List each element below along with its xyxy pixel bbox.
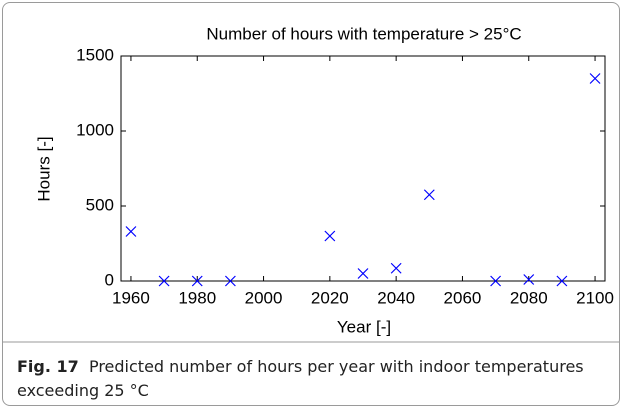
x-axis-label: Year [-]	[337, 317, 391, 336]
x-tick-label: 2060	[444, 288, 482, 307]
chart: Number of hours with temperature > 25°C …	[3, 24, 619, 343]
chart-title: Number of hours with temperature > 25°C	[206, 24, 521, 43]
caption-text: Predicted number of hours per year with …	[17, 357, 584, 400]
marker	[523, 274, 535, 285]
x-tick-label: 1960	[112, 288, 150, 307]
y-tick-label: 1000	[76, 120, 114, 139]
x-tick-label: 1980	[178, 288, 216, 307]
marker	[390, 262, 402, 274]
marker	[357, 268, 369, 279]
y-tick-label: 0	[105, 270, 114, 289]
caption: Fig. 17 Predicted number of hours per ye…	[17, 355, 607, 403]
x-tick-label: 2020	[311, 288, 349, 307]
x-tick-label: 2040	[377, 288, 415, 307]
plot-area	[120, 55, 606, 282]
marker	[125, 226, 137, 237]
y-axis-label: Hours [-]	[34, 136, 53, 201]
marker	[490, 275, 502, 287]
marker	[158, 275, 170, 287]
marker	[224, 275, 236, 287]
y-tick-label: 500	[86, 195, 114, 214]
marker	[191, 275, 203, 287]
caption-label: Fig. 17	[17, 357, 79, 376]
x-tick-label: 2080	[510, 288, 548, 307]
marker	[556, 275, 568, 287]
x-tick-label: 2000	[245, 288, 283, 307]
figure-frame: Number of hours with temperature > 25°C …	[2, 2, 620, 406]
marker	[423, 189, 435, 201]
x-tick-label: 2100	[576, 288, 614, 307]
marker	[324, 230, 336, 242]
marker	[589, 73, 601, 84]
y-tick-label: 1500	[76, 45, 114, 64]
